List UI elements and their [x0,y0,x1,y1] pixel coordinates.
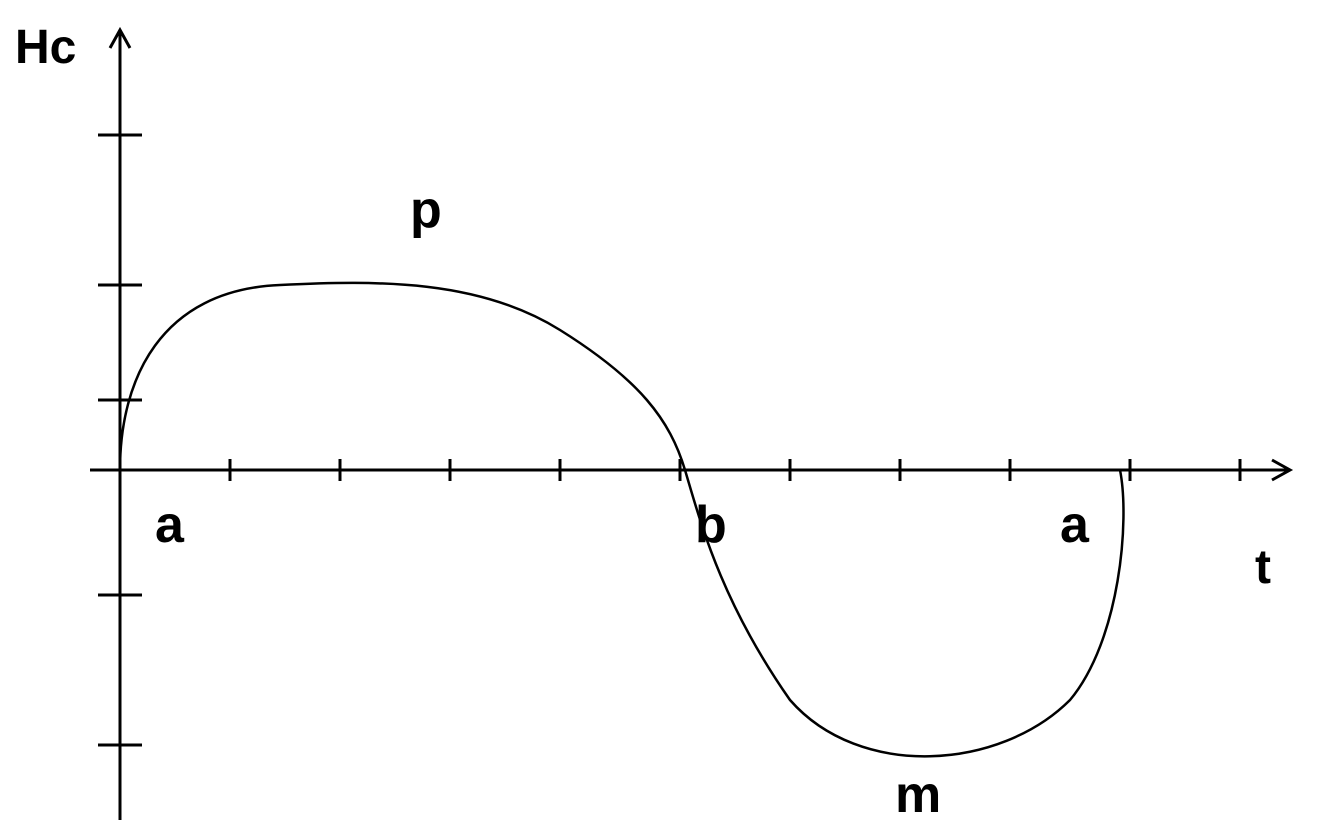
y-axis-label: Hc [15,20,76,75]
sine-curve [120,283,1123,756]
point-m-trough: m [895,765,941,825]
point-a-origin: a [155,495,184,555]
sine-chart: Hc t a b a p m [0,0,1333,832]
point-p-peak: p [410,180,442,240]
point-a-end: a [1060,495,1089,555]
x-axis-label: t [1255,540,1271,595]
point-b: b [695,495,727,555]
chart-svg [0,0,1333,832]
